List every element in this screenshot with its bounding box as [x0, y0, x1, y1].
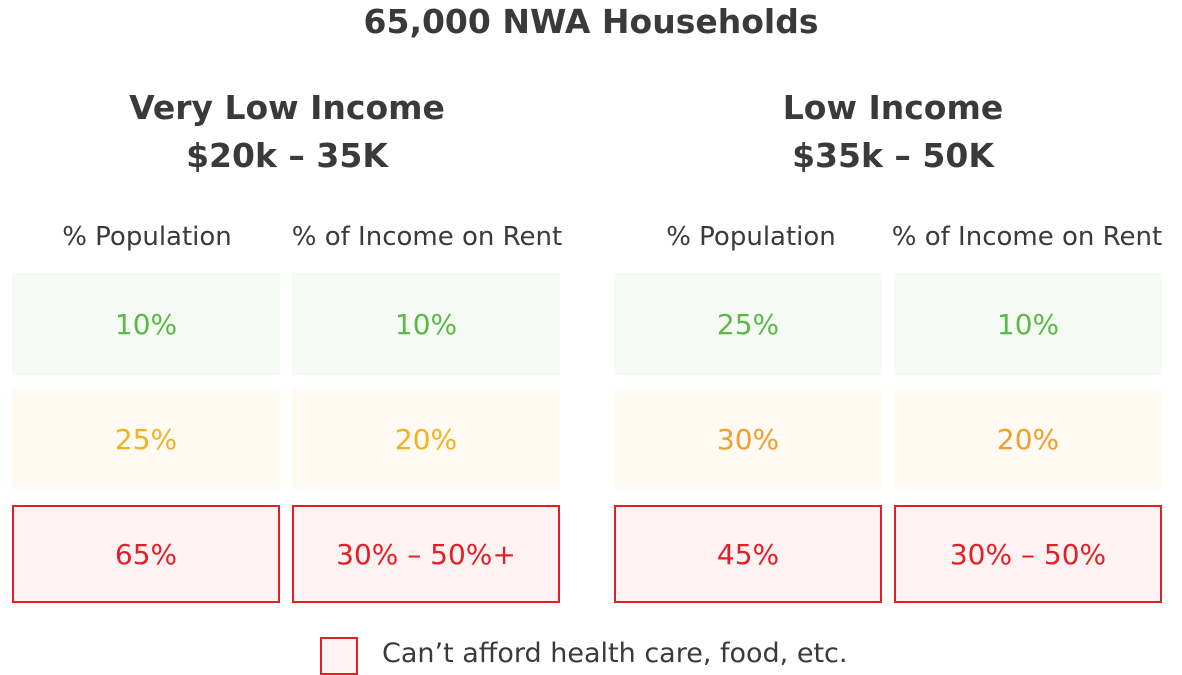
cell-low-row1-rent: 10%: [894, 273, 1162, 375]
cell-low-row3-population: 45%: [614, 505, 882, 603]
cell-low-row2-rent: 20%: [894, 389, 1162, 489]
col-header-population: % Population: [666, 222, 836, 252]
cell-very-low-row3-population: 65%: [12, 505, 280, 603]
cell-very-low-row1-rent: 10%: [292, 273, 560, 375]
cell-very-low-row1-population: 10%: [12, 273, 280, 375]
legend-swatch: [320, 637, 358, 675]
group-title-line1: Low Income: [782, 88, 1004, 127]
cell-very-low-row3-rent: 30% – 50%+: [292, 505, 560, 603]
legend-label: Can’t afford health care, food, etc.: [382, 638, 848, 669]
group-title-line2: $20k – 35K: [186, 136, 388, 175]
cell-very-low-row2-population: 25%: [12, 389, 280, 489]
group-title-very-low-income: Very Low Income $20k – 35K: [7, 84, 567, 180]
group-title-low-income: Low Income $35k – 50K: [613, 84, 1173, 180]
cell-low-row1-population: 25%: [614, 273, 882, 375]
cell-very-low-row2-rent: 20%: [292, 389, 560, 489]
col-header-income-on-rent: % of Income on Rent: [291, 222, 563, 252]
cell-low-row2-population: 30%: [614, 389, 882, 489]
chart-title: 65,000 NWA Households: [363, 2, 819, 41]
group-title-line1: Very Low Income: [129, 88, 445, 127]
col-header-population: % Population: [62, 222, 232, 252]
cell-low-row3-rent: 30% – 50%: [894, 505, 1162, 603]
col-header-income-on-rent: % of Income on Rent: [891, 222, 1163, 252]
group-title-line2: $35k – 50K: [792, 136, 994, 175]
